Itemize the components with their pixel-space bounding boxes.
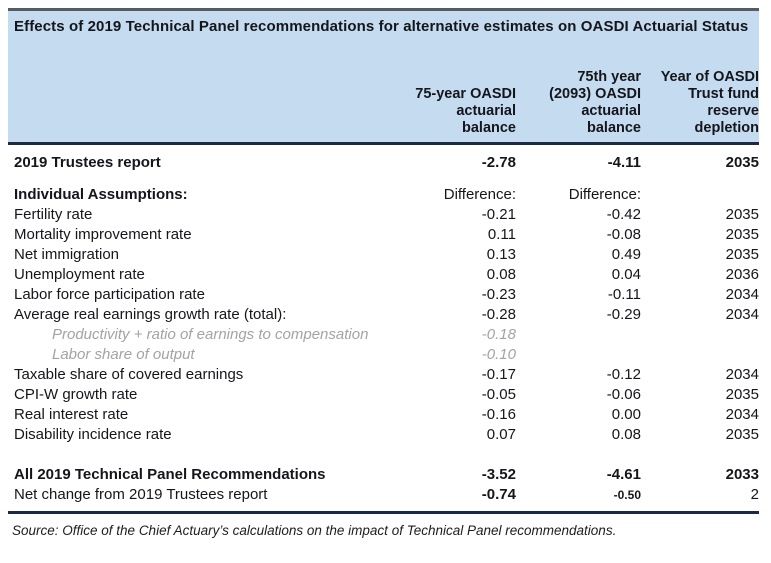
table-row: Labor share of output -0.10 — [8, 345, 759, 365]
row-value: Difference: — [443, 186, 516, 203]
row-label: Mortality improvement rate — [14, 226, 192, 243]
column-header-75yr-balance: 75-year OASDI actuarial balance — [415, 86, 516, 136]
row-value: -0.06 — [606, 386, 641, 403]
row-value: 2034 — [725, 306, 759, 323]
table-row: Average real earnings growth rate (total… — [8, 305, 759, 325]
row-label: Individual Assumptions: — [14, 186, 188, 203]
row-label: Labor force participation rate — [14, 286, 205, 303]
table-title: Effects of 2019 Technical Panel recommen… — [14, 18, 749, 35]
row-value: -0.16 — [481, 406, 516, 423]
row-value: -0.05 — [481, 386, 516, 403]
table-row: 2019 Trustees report -2.78 -4.11 2035 — [8, 153, 759, 173]
row-value: 2035 — [725, 226, 759, 243]
row-value: -0.10 — [481, 346, 516, 363]
row-value: -3.52 — [481, 466, 516, 483]
row-value: 2035 — [725, 154, 759, 171]
row-label: All 2019 Technical Panel Recommendations — [14, 466, 326, 483]
table-row: Net immigration 0.13 0.49 2035 — [8, 245, 759, 265]
table-row: Disability incidence rate 0.07 0.08 2035 — [8, 425, 759, 445]
row-value — [516, 325, 641, 345]
row-value: -0.23 — [481, 286, 516, 303]
row-value: -0.17 — [481, 366, 516, 383]
row-value: 2034 — [725, 406, 759, 423]
row-value: 0.04 — [611, 266, 641, 283]
row-value: 2033 — [725, 466, 759, 483]
row-value: Difference: — [568, 186, 641, 203]
row-value: -0.18 — [481, 326, 516, 343]
table-row: Fertility rate -0.21 -0.42 2035 — [8, 205, 759, 225]
row-value: 0.07 — [486, 426, 516, 443]
row-value: 2036 — [725, 266, 759, 283]
row-value: -0.12 — [606, 366, 641, 383]
row-value: -0.11 — [607, 286, 641, 303]
table-row: All 2019 Technical Panel Recommendations… — [8, 465, 759, 485]
row-value: -0.29 — [606, 306, 641, 323]
table-row: Individual Assumptions: Difference: Differ… — [8, 185, 759, 205]
table-row: Productivity + ratio of earnings to comp… — [8, 325, 759, 345]
oasdi-effects-table: Effects of 2019 Technical Panel recommen… — [8, 8, 759, 539]
row-label: 2019 Trustees report — [14, 154, 161, 171]
row-value: 0.49 — [611, 246, 641, 263]
source-note: Source: Office of the Chief Actuary’s ca… — [12, 523, 617, 538]
row-value: 2035 — [725, 206, 759, 223]
table-row: Taxable share of covered earnings -0.17 -0… — [8, 365, 759, 385]
table-header-block: Effects of 2019 Technical Panel recommen… — [8, 11, 759, 142]
row-value: -0.74 — [481, 486, 516, 503]
row-value: 0.08 — [611, 426, 641, 443]
row-label: Real interest rate — [14, 406, 129, 423]
row-label: Taxable share of covered earnings — [14, 366, 244, 383]
row-value: -2.78 — [481, 154, 516, 171]
row-value: -4.61 — [606, 466, 641, 483]
row-value: -0.28 — [481, 306, 516, 323]
row-value — [641, 325, 759, 345]
row-value: 2034 — [725, 366, 759, 383]
row-label: Unemployment rate — [14, 266, 145, 283]
row-value: 2 — [750, 486, 759, 503]
row-value — [641, 345, 759, 365]
row-value: 0.11 — [487, 226, 516, 243]
row-label: Labor share of output — [52, 346, 195, 363]
header-bottom-rule — [8, 142, 759, 145]
row-value: 0.00 — [611, 406, 641, 423]
column-header-depletion-year: Year of OASDI Trust fund reserve depleti… — [660, 69, 759, 136]
table-body: 2019 Trustees report -2.78 -4.11 2035 Indivi… — [8, 145, 759, 511]
row-value: 2035 — [725, 386, 759, 403]
row-value: 2034 — [725, 286, 759, 303]
row-value: -0.42 — [606, 206, 641, 223]
row-label: Fertility rate — [14, 206, 93, 223]
table-top-rule — [8, 8, 759, 11]
table-row: Labor force participation rate -0.23 -0.11… — [8, 285, 759, 305]
row-label: CPI-W growth rate — [14, 386, 138, 403]
row-value: 2035 — [725, 246, 759, 263]
row-value: -0.21 — [481, 206, 516, 223]
row-value: 2035 — [725, 426, 759, 443]
row-value — [516, 345, 641, 365]
row-value — [641, 185, 759, 205]
row-value: 0.13 — [486, 246, 516, 263]
row-label: Productivity + ratio of earnings to comp… — [52, 326, 369, 343]
row-value: -4.11 — [607, 154, 641, 171]
column-header-75th-year-balance: 75th year (2093) OASDI actuarial balance — [549, 69, 641, 136]
table-row: Real interest rate -0.16 0.00 2034 — [8, 405, 759, 425]
row-label: Net change from 2019 Trustees report — [14, 486, 268, 503]
table-row: CPI-W growth rate -0.05 -0.06 2035 — [8, 385, 759, 405]
row-value: -0.08 — [606, 226, 641, 243]
row-label: Disability incidence rate — [14, 426, 172, 443]
column-headers-row: 75-year OASDI actuarial balance 75th yea… — [8, 69, 759, 137]
row-value: -0.50 — [613, 488, 641, 502]
table-bottom-rule — [8, 511, 759, 514]
table-row: Mortality improvement rate 0.11 -0.08 2035 — [8, 225, 759, 245]
table-row: Net change from 2019 Trustees report -0.7… — [8, 485, 759, 505]
row-value: 0.08 — [486, 266, 516, 283]
table-row: Unemployment rate 0.08 0.04 2036 — [8, 265, 759, 285]
row-label: Average real earnings growth rate (total… — [14, 306, 287, 323]
row-label: Net immigration — [14, 246, 120, 263]
